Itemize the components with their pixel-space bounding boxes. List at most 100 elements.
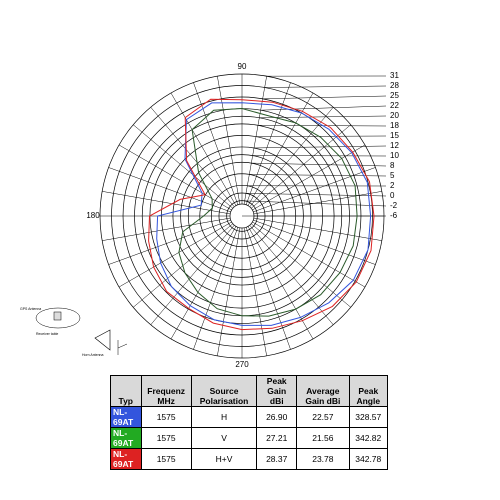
r-tick-label: 18 — [390, 121, 399, 130]
axis — [117, 343, 128, 349]
pattern-line — [148, 98, 375, 331]
table-cell: H+V — [190, 448, 258, 470]
inset-label: Receiver table — [36, 332, 58, 336]
r-tick-label: 8 — [390, 161, 395, 170]
spoke — [243, 76, 267, 205]
r-tick-label: 12 — [390, 141, 399, 150]
table-cell: H — [190, 406, 258, 428]
spoke — [108, 219, 231, 265]
table-cell: 28.37 — [256, 448, 298, 470]
leader-line — [251, 162, 387, 167]
table-cell: 23.78 — [296, 448, 350, 470]
spoke — [245, 82, 291, 205]
r-tick-label: 20 — [390, 111, 399, 120]
r-tick-label: -2 — [390, 201, 398, 210]
table-cell: V — [190, 427, 258, 449]
antenna-box — [53, 311, 62, 321]
spoke — [253, 167, 376, 213]
leader-line — [260, 105, 387, 111]
r-tick-label: 28 — [390, 81, 399, 90]
angle-label: 90 — [238, 62, 247, 71]
r-tick-label: 10 — [390, 151, 399, 160]
table-cell: 1575 — [140, 448, 192, 470]
r-tick-label: 2 — [390, 181, 395, 190]
spoke — [108, 167, 231, 213]
leader-line — [262, 95, 387, 100]
table-ellipse — [35, 307, 81, 329]
leader-line — [244, 200, 387, 207]
header-cell: Source Polarisation — [190, 375, 258, 407]
ring — [229, 203, 255, 229]
r-tick-label: -6 — [390, 211, 398, 220]
table-cell: 26.90 — [256, 406, 298, 428]
spoke — [118, 221, 232, 288]
spoke — [243, 227, 267, 356]
header-cell: Typ — [110, 375, 142, 407]
r-tick-label: 31 — [390, 71, 399, 80]
inset-label: Horn Antenna — [82, 353, 103, 357]
leader-line — [253, 145, 387, 149]
r-tick-label: 5 — [390, 171, 395, 180]
spoke — [247, 92, 314, 206]
table-row: NL-69AT 1575 H+V 28.37 23.78 342.78 — [110, 448, 389, 470]
inset-label: GPS Antenna — [20, 307, 41, 311]
spoke — [150, 225, 235, 325]
header-row: Typ Frequenz MHz Source Polarisation Peak G… — [110, 375, 389, 407]
spoke — [217, 76, 241, 205]
table-cell: 21.56 — [296, 427, 350, 449]
table-cell: 328.57 — [348, 406, 389, 428]
type-cell: NL-69AT — [110, 448, 142, 470]
spoke — [252, 221, 366, 288]
table-row: NL-69AT 1575 V 27.21 21.56 342.82 — [110, 427, 389, 449]
leader-line — [245, 193, 387, 197]
results-table: Typ Frequenz MHz Source Polarisation Peak G… — [110, 375, 389, 470]
leader-line — [249, 174, 387, 177]
header-cell: Peak Gain dBi — [256, 375, 298, 407]
table-body: NL-69AT 1575 H 26.90 22.57 328.57 NL-69AT 1575 V… — [110, 406, 389, 470]
r-tick-label: 0 — [390, 191, 395, 200]
setup-diagram: GPS Antenna Receiver table Horn Antenna — [20, 307, 128, 357]
spoke — [251, 223, 351, 308]
spoke — [118, 144, 232, 211]
spoke — [193, 82, 239, 205]
spoke — [217, 227, 241, 356]
spoke — [247, 226, 314, 340]
pattern-line — [156, 102, 372, 326]
spoke — [245, 227, 291, 350]
spoke — [102, 217, 231, 241]
leader-line — [255, 135, 387, 137]
table-cell: 27.21 — [256, 427, 298, 449]
table-cell: 1575 — [140, 406, 192, 428]
header-cell: Peak Angle — [348, 375, 389, 407]
spoke — [170, 226, 237, 340]
angle-label: 180 — [86, 211, 100, 220]
spoke — [170, 92, 237, 206]
type-cell: NL-69AT — [110, 406, 142, 428]
spoke — [102, 191, 231, 215]
r-tick-label: 25 — [390, 91, 399, 100]
r-tick-label: 22 — [390, 101, 399, 110]
spoke — [251, 124, 351, 209]
spoke — [253, 191, 382, 215]
leader-line — [259, 115, 387, 118]
horn — [94, 329, 111, 351]
spoke — [150, 107, 235, 207]
spoke — [133, 124, 233, 209]
spoke — [193, 227, 239, 350]
polar-chart: GPS Antenna Receiver table Horn Antenna … — [20, 62, 399, 369]
table-cell: 22.57 — [296, 406, 350, 428]
spoke — [253, 217, 382, 241]
table-row: NL-69AT 1575 H 26.90 22.57 328.57 — [110, 406, 389, 428]
table-cell: 342.78 — [348, 448, 389, 470]
leader-line — [264, 85, 387, 88]
spoke — [253, 219, 376, 265]
header-cell: Average Gain dBi — [296, 375, 350, 407]
table-cell: 342.82 — [348, 427, 389, 449]
type-cell: NL-69AT — [110, 427, 142, 449]
pattern-line — [178, 107, 358, 317]
table-cell: 1575 — [140, 427, 192, 449]
r-tick-label: 15 — [390, 131, 399, 140]
angle-label: 270 — [235, 360, 249, 369]
header-cell: Frequenz MHz — [140, 375, 192, 407]
